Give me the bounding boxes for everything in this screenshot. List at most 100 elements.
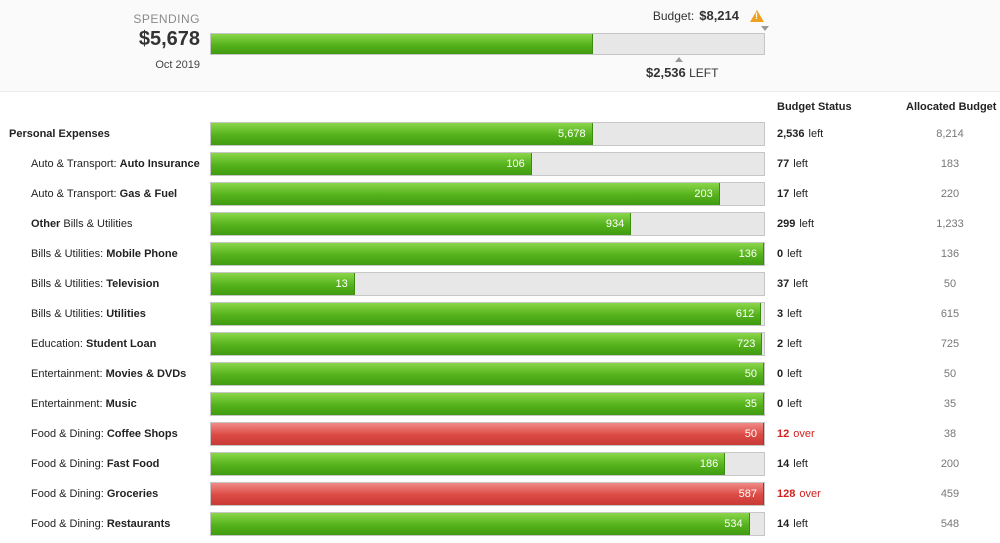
category-name[interactable]: Bills & Utilities: Utilities <box>31 299 206 329</box>
spending-summary: SPENDING $5,678 Oct 2019 Budget: $8,214 … <box>0 0 1000 92</box>
status-amount: 37 <box>777 278 790 290</box>
category-label: Movies & DVDs <box>105 367 187 380</box>
budget-row[interactable]: Food & Dining: Groceries 587 128 over 459 <box>0 479 1000 509</box>
budget-total-row[interactable]: Personal Expenses 5,678 2,536 left 8,214 <box>0 119 1000 149</box>
category-name[interactable]: Entertainment: Music <box>31 389 206 419</box>
spent-amount: 934 <box>605 218 625 230</box>
category-name[interactable]: Bills & Utilities: Television <box>31 269 206 299</box>
budget-row[interactable]: Auto & Transport: Gas & Fuel 203 17 left 220 <box>0 179 1000 209</box>
budget-progress-bar[interactable]: 587 <box>210 482 765 506</box>
status-word: left <box>793 458 808 470</box>
status-amount: 2,536 <box>777 128 805 140</box>
category-label: Television <box>106 277 160 290</box>
remaining-label: LEFT <box>689 66 719 80</box>
spent-fill: 5,678 <box>211 123 593 145</box>
status-word: left <box>793 278 808 290</box>
category-label: Other <box>31 217 61 230</box>
category-name[interactable]: Food & Dining: Coffee Shops <box>31 419 206 449</box>
category-parent: Entertainment: <box>31 397 106 410</box>
budget-row[interactable]: Education: Student Loan 723 2 left 725 <box>0 329 1000 359</box>
budget-status: 3 left <box>777 299 802 329</box>
budget-status: 37 left <box>777 269 808 299</box>
spent-amount: 50 <box>744 428 757 440</box>
budget-status: 299 left <box>777 209 814 239</box>
category-parent: Bills & Utilities: <box>31 277 107 290</box>
budget-row[interactable]: Entertainment: Music 35 0 left 35 <box>0 389 1000 419</box>
allocated-amount: 615 <box>940 308 960 320</box>
allocated-amount: 183 <box>940 158 960 170</box>
status-word: left <box>793 518 808 530</box>
category-name[interactable]: Education: Student Loan <box>31 329 206 359</box>
status-word: left <box>787 338 802 350</box>
summary-progress-bar[interactable] <box>210 33 765 55</box>
budget-row[interactable]: Bills & Utilities: Mobile Phone 136 0 left 1… <box>0 239 1000 269</box>
spent-fill: 612 <box>211 303 762 325</box>
status-word: left <box>799 218 815 230</box>
status-amount: 3 <box>777 308 784 320</box>
spent-fill: 50 <box>211 363 764 385</box>
budget-row[interactable]: Other Bills & Utilities 934 299 left 1,233 <box>0 209 1000 239</box>
status-word: left <box>787 308 802 320</box>
category-name[interactable]: Auto & Transport: Gas & Fuel <box>31 179 206 209</box>
budget-progress-bar[interactable]: 612 <box>210 302 765 326</box>
status-amount: 12 <box>777 428 790 440</box>
budget-amount: $8,214 <box>699 8 739 23</box>
budget-progress-bar[interactable]: 13 <box>210 272 765 296</box>
category-name[interactable]: Entertainment: Movies & DVDs <box>31 359 206 389</box>
budget-progress-bar[interactable]: 534 <box>210 512 765 536</box>
budget-progress-bar[interactable]: 203 <box>210 182 765 206</box>
summary-progress-fill <box>211 34 593 54</box>
spent-fill: 106 <box>211 153 532 175</box>
status-amount: 77 <box>777 158 790 170</box>
budget-status: 77 left <box>777 149 808 179</box>
budget-progress-bar[interactable]: 50 <box>210 422 765 446</box>
budget-progress-bar[interactable]: 106 <box>210 152 765 176</box>
category-label: Gas & Fuel <box>119 187 178 200</box>
budget-progress-bar[interactable]: 5,678 <box>210 122 765 146</box>
budget-row[interactable]: Entertainment: Movies & DVDs 50 0 left 50 <box>0 359 1000 389</box>
spent-amount: 136 <box>738 248 757 260</box>
status-amount: 14 <box>777 458 790 470</box>
budget-progress-bar[interactable]: 50 <box>210 362 765 386</box>
budget-progress-bar[interactable]: 35 <box>210 392 765 416</box>
category-name[interactable]: Food & Dining: Fast Food <box>31 449 206 479</box>
period-label[interactable]: Oct 2019 <box>155 59 200 71</box>
spent-amount: 106 <box>506 158 525 170</box>
budget-row[interactable]: Bills & Utilities: Television 13 37 left 50 <box>0 269 1000 299</box>
budget-row[interactable]: Bills & Utilities: Utilities 612 3 left 615 <box>0 299 1000 329</box>
spent-fill: 186 <box>211 453 726 475</box>
budget-row[interactable]: Food & Dining: Fast Food 186 14 left 200 <box>0 449 1000 479</box>
category-label: Personal Expenses <box>9 127 110 140</box>
budget-progress-bar[interactable]: 934 <box>210 212 765 236</box>
status-word: left <box>787 248 802 260</box>
category-parent: Bills & Utilities: <box>31 307 107 320</box>
category-label: Fast Food <box>106 457 160 470</box>
budget-status: 2,536 left <box>777 119 823 149</box>
category-name[interactable]: Bills & Utilities: Mobile Phone <box>31 239 206 269</box>
budget-label: Budget: <box>652 8 695 23</box>
budget-row[interactable]: Food & Dining: Restaurants 534 14 left 548 <box>0 509 1000 539</box>
category-name[interactable]: Food & Dining: Restaurants <box>31 509 206 539</box>
over-budget-fill: 587 <box>211 483 764 505</box>
budget-progress-bar[interactable]: 723 <box>210 332 765 356</box>
category-name[interactable]: Food & Dining: Groceries <box>31 479 206 509</box>
status-amount: 128 <box>777 488 796 500</box>
category-name[interactable]: Other Bills & Utilities <box>31 209 206 239</box>
budget-progress-bar[interactable]: 136 <box>210 242 765 266</box>
status-word: left <box>808 128 824 140</box>
category-name[interactable]: Auto & Transport: Auto Insurance <box>31 149 206 179</box>
warning-icon[interactable] <box>750 9 764 22</box>
status-amount: 17 <box>777 188 790 200</box>
category-parent: Auto & Transport: <box>31 187 120 200</box>
remaining-value: $2,536 <box>646 65 686 80</box>
status-amount: 0 <box>777 248 784 260</box>
spending-block: SPENDING $5,678 Oct 2019 <box>100 12 200 71</box>
budget-row[interactable]: Food & Dining: Coffee Shops 50 12 over 38 <box>0 419 1000 449</box>
spent-fill: 203 <box>211 183 720 205</box>
budget-progress-bar[interactable]: 186 <box>210 452 765 476</box>
category-suffix: Bills & Utilities <box>60 217 133 230</box>
budget-row[interactable]: Auto & Transport: Auto Insurance 106 77 lef… <box>0 149 1000 179</box>
category-name[interactable]: Personal Expenses <box>9 119 184 149</box>
over-budget-fill: 50 <box>211 423 764 445</box>
status-word: left <box>793 188 808 200</box>
